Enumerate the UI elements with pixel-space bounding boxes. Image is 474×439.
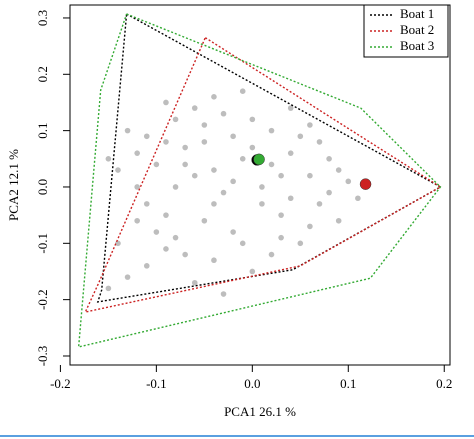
- data-point: [191, 172, 198, 179]
- plot-frame: [69, 4, 451, 366]
- data-point: [278, 234, 284, 241]
- data-point: [201, 217, 208, 224]
- data-point: [143, 201, 150, 207]
- x-tick-label: -0.2: [50, 376, 71, 391]
- x-axis-label: PCA1 26.1 %: [224, 404, 296, 419]
- x-tick-label: 0.0: [244, 376, 260, 391]
- y-tick-label: -0.2: [35, 289, 50, 310]
- data-point: [297, 240, 304, 247]
- data-point: [163, 246, 169, 252]
- data-point: [316, 139, 323, 145]
- data-point: [287, 150, 294, 156]
- data-point: [172, 234, 179, 241]
- legend-label: Boat 3: [400, 38, 434, 53]
- data-point: [134, 150, 140, 156]
- legend-label: Boat 2: [400, 22, 434, 37]
- data-point: [307, 223, 313, 230]
- data-point: [230, 133, 236, 140]
- data-point: [182, 144, 188, 151]
- data-point: [307, 122, 313, 128]
- data-point: [335, 167, 342, 173]
- data-point: [268, 251, 275, 258]
- data-point: [105, 285, 112, 292]
- data-point: [134, 217, 140, 224]
- data-point: [239, 88, 246, 94]
- data-point: [201, 122, 208, 128]
- data-point: [239, 156, 246, 162]
- data-point: [201, 139, 208, 145]
- data-point: [153, 229, 160, 235]
- data-point: [259, 184, 265, 190]
- data-point: [172, 184, 179, 190]
- data-point: [249, 268, 256, 275]
- data-point: [316, 201, 323, 207]
- hull-line: [77, 13, 442, 348]
- data-point: [163, 99, 169, 106]
- data-point: [143, 263, 150, 269]
- data-point: [268, 127, 275, 134]
- data-point: [307, 172, 313, 179]
- x-tick-label: 0.2: [436, 376, 452, 391]
- data-point: [211, 94, 217, 100]
- y-tick-label: -0.1: [35, 233, 50, 254]
- data-point: [191, 279, 198, 286]
- legend-label: Boat 1: [400, 6, 434, 21]
- data-point: [220, 110, 227, 117]
- data-point: [115, 240, 121, 247]
- data-point: [182, 251, 188, 258]
- data-point: [297, 133, 304, 140]
- y-tick-label: -0.3: [35, 346, 50, 367]
- x-tick-label: -0.1: [146, 376, 167, 391]
- y-tick-label: 0.0: [35, 179, 50, 195]
- data-point: [220, 291, 227, 297]
- data-point: [355, 195, 361, 202]
- data-point: [249, 116, 256, 123]
- data-point: [163, 212, 169, 218]
- data-point: [239, 240, 246, 247]
- data-point: [345, 178, 352, 185]
- y-tick-label: 0.2: [35, 66, 50, 82]
- data-point: [249, 144, 256, 151]
- y-tick-label: 0.1: [35, 123, 50, 139]
- data-point: [134, 184, 140, 190]
- data-point: [211, 257, 217, 264]
- data-point: [163, 139, 169, 145]
- data-point: [326, 189, 332, 196]
- data-point: [230, 229, 236, 235]
- data-point: [211, 167, 217, 173]
- data-point: [278, 212, 284, 218]
- data-point: [124, 127, 131, 134]
- centroid: [359, 178, 372, 190]
- x-tick-label: 0.1: [340, 376, 356, 391]
- data-point: [259, 201, 265, 207]
- y-axis-label: PCA2 12.1 %: [6, 149, 21, 221]
- data-point: [105, 156, 112, 162]
- hull-line: [84, 37, 442, 314]
- data-point: [287, 105, 294, 111]
- data-point: [143, 133, 150, 140]
- data-point: [326, 156, 332, 162]
- centroid: [253, 153, 265, 166]
- data-point: [191, 105, 198, 111]
- y-tick-label: 0.3: [35, 10, 50, 26]
- data-point: [278, 172, 284, 179]
- data-point: [172, 116, 179, 123]
- data-point: [153, 161, 160, 168]
- data-point: [115, 167, 121, 173]
- data-point: [220, 189, 227, 196]
- data-point: [182, 161, 188, 168]
- data-point: [335, 217, 342, 224]
- data-point: [268, 161, 275, 168]
- data-point: [211, 201, 217, 207]
- data-point: [230, 178, 236, 185]
- data-point: [124, 274, 131, 280]
- data-point: [287, 195, 294, 202]
